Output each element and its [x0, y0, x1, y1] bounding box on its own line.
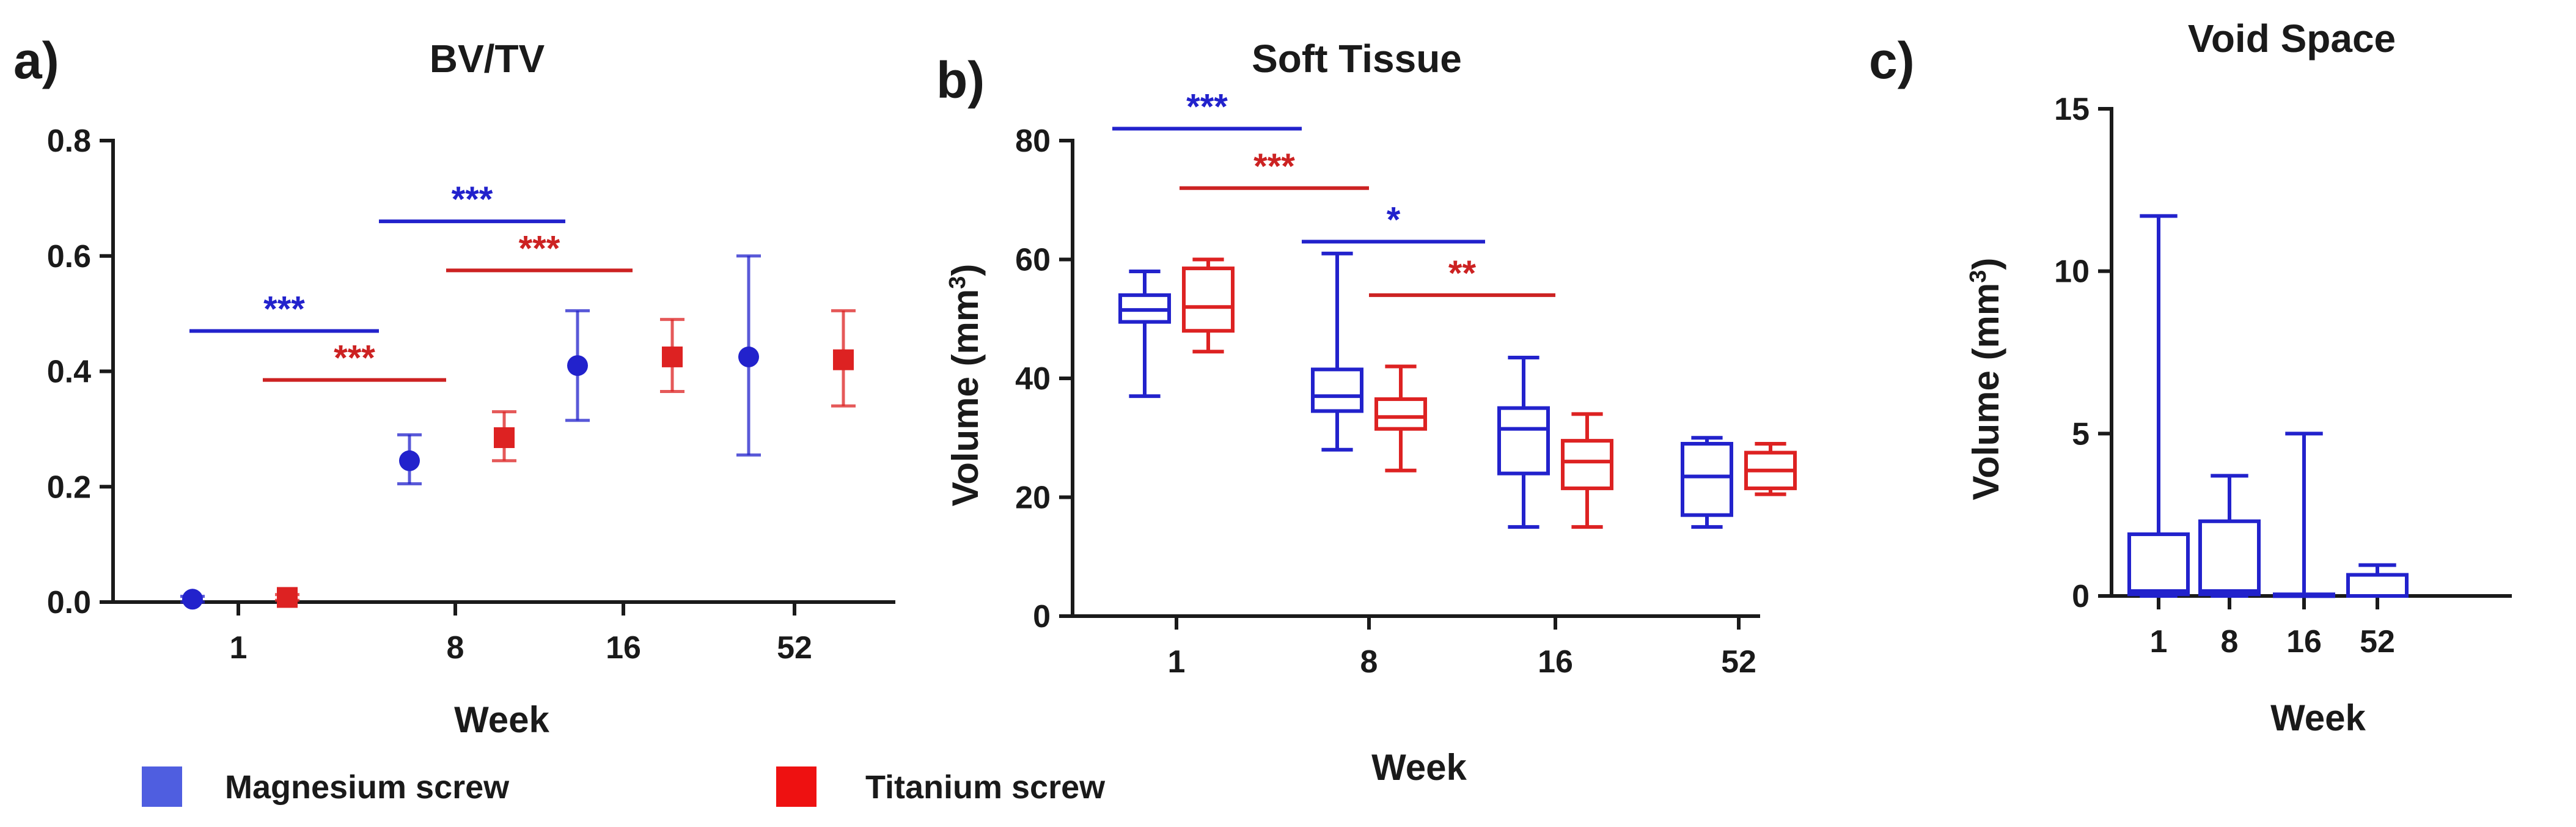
x-tick-label: 1 — [1168, 644, 1186, 680]
y-tick-label: 0.0 — [47, 585, 91, 620]
x-tick-label: 8 — [447, 630, 464, 666]
y-tick-label: 0.8 — [47, 123, 91, 159]
data-point-titanium — [833, 349, 854, 370]
data-point-titanium — [277, 587, 298, 608]
x-tick-label: 52 — [2360, 624, 2395, 660]
significance-label: *** — [1253, 147, 1295, 186]
data-point-magnesium — [567, 355, 588, 377]
significance-label: ** — [1448, 254, 1477, 293]
y-tick-label: 40 — [1015, 361, 1051, 397]
x-tick-label: 8 — [2221, 624, 2239, 660]
legend-label-titanium: Titanium screw — [865, 769, 1106, 806]
y-tick-label: 5 — [2072, 416, 2090, 452]
x-tick-label: 8 — [1360, 644, 1378, 680]
panel-letter-a: a) — [13, 32, 59, 89]
y-tick-label: 60 — [1015, 243, 1051, 278]
box-magnesium — [1681, 441, 1733, 517]
box-titanium — [1182, 266, 1235, 333]
x-tick-label: 1 — [230, 630, 248, 666]
x-tick-label: 16 — [2286, 624, 2322, 660]
box-titanium — [1374, 397, 1427, 431]
data-point-magnesium — [399, 450, 420, 471]
data-point-titanium — [494, 427, 515, 449]
x-tick-label: 16 — [1538, 644, 1573, 680]
y-axis-title-b: Volume (mm3) — [945, 264, 986, 507]
box-magnesium — [1311, 367, 1363, 413]
chart-title-soft-tissue: Soft Tissue — [1252, 37, 1462, 81]
x-tick-label: 52 — [1721, 644, 1756, 680]
chart-title-bv-tv: BV/TV — [430, 37, 545, 81]
significance-label: *** — [519, 229, 560, 268]
legend: Magnesium screw Titanium screw — [142, 766, 1106, 807]
y-tick-label: 0 — [1033, 599, 1051, 634]
data-point-magnesium — [182, 589, 203, 610]
chart-title-void-space: Void Space — [2188, 17, 2396, 61]
significance-label: *** — [263, 289, 305, 329]
y-tick-label: 0.4 — [47, 355, 91, 390]
y-tick-label: 20 — [1015, 480, 1051, 516]
panel-bv-tv: a) BV/TV Week 0.0 0.2 0.4 0.6 0.8 1 8 16 52 *** **… — [13, 32, 895, 740]
box-magnesium — [2198, 519, 2261, 597]
legend-swatch-magnesium — [142, 766, 182, 807]
panel-letter-c: c) — [1869, 32, 1915, 89]
legend-swatch-titanium — [776, 766, 816, 807]
box-titanium — [1561, 439, 1613, 490]
y-tick-label: 15 — [2054, 92, 2090, 127]
x-axis-title-c: Week — [2270, 697, 2366, 738]
significance-label: * — [1387, 200, 1401, 240]
y-axis-title-c: Volume (mm3) — [1965, 258, 2006, 501]
box-magnesium — [2346, 573, 2409, 598]
x-axis-title-b: Week — [1371, 747, 1467, 788]
panel-soft-tissue: b) Soft Tissue Week Volume (mm3) 0 20 40 60… — [936, 37, 1797, 788]
significance-label: *** — [334, 339, 375, 378]
data-point-magnesium — [738, 346, 759, 367]
x-tick-label: 52 — [777, 630, 812, 666]
x-tick-label: 16 — [606, 630, 641, 666]
significance-label: *** — [452, 180, 493, 219]
y-tick-label: 10 — [2054, 254, 2090, 290]
panel-void-space: c) Void Space Week Volume (mm3) 0 5 10 15 1 8… — [1869, 17, 2512, 738]
legend-label-magnesium: Magnesium screw — [225, 769, 510, 806]
box-magnesium — [1497, 406, 1550, 476]
y-tick-label: 0 — [2072, 579, 2090, 614]
y-tick-label: 0.6 — [47, 239, 91, 274]
significance-label: *** — [1186, 87, 1228, 127]
data-point-titanium — [662, 346, 683, 367]
y-tick-label: 80 — [1015, 123, 1051, 159]
box-magnesium — [2127, 532, 2190, 597]
x-tick-label: 1 — [2150, 624, 2168, 660]
y-tick-label: 0.2 — [47, 469, 91, 505]
x-axis-title-a: Week — [454, 699, 549, 740]
panel-letter-b: b) — [936, 51, 985, 109]
